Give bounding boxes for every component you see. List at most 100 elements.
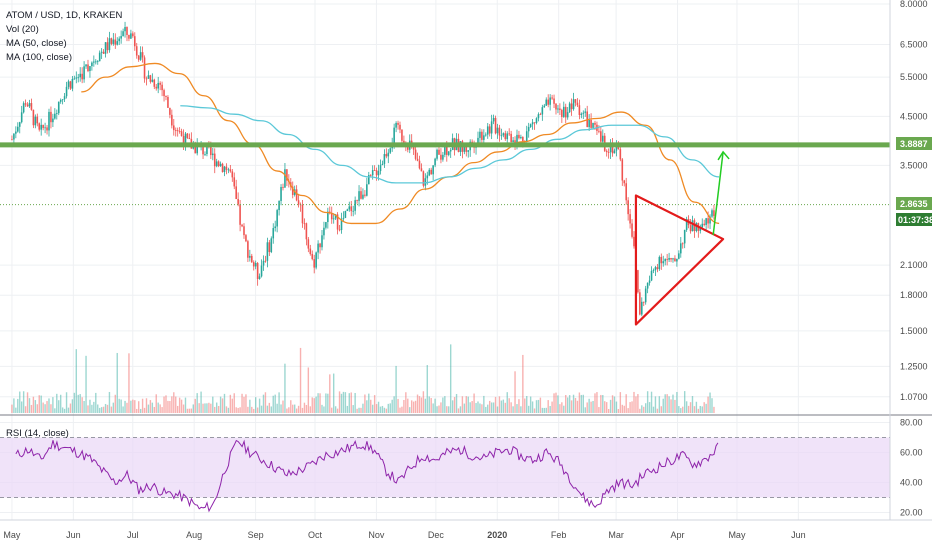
volume-bar xyxy=(54,408,56,413)
volume-bar xyxy=(449,344,452,413)
candle-body xyxy=(278,200,280,211)
candle-body xyxy=(284,169,286,188)
candle-body xyxy=(426,175,429,179)
time-tick-label: Aug xyxy=(186,530,202,540)
volume-bar xyxy=(654,396,657,413)
volume-bar xyxy=(13,398,15,413)
candle-body xyxy=(479,131,481,138)
candle-body xyxy=(514,140,516,144)
candle-body xyxy=(711,210,713,217)
drawings[interactable] xyxy=(0,142,890,326)
volume-bar xyxy=(685,401,688,413)
candle-body xyxy=(611,144,614,154)
candle-body xyxy=(258,276,261,279)
volume-bar xyxy=(241,393,243,413)
candle-body xyxy=(442,154,444,160)
candle-body xyxy=(549,97,551,105)
candle-body xyxy=(252,262,255,267)
candle-body xyxy=(65,86,68,97)
time-tick-label: Dec xyxy=(428,530,445,540)
candle-body xyxy=(114,39,117,45)
candle-body xyxy=(79,73,81,78)
volume-bar xyxy=(409,407,411,413)
volume-bar xyxy=(576,400,579,413)
time-tick-label: Feb xyxy=(551,530,567,540)
candle-body xyxy=(535,118,538,123)
candle-body xyxy=(707,218,709,224)
candle-body xyxy=(262,260,265,266)
volume-bars xyxy=(11,344,715,413)
candle-body xyxy=(444,146,446,155)
volume-bar xyxy=(387,403,389,413)
volume-bar xyxy=(699,405,701,413)
candle-body xyxy=(543,105,546,108)
volume-bar xyxy=(393,396,395,413)
volume-bar xyxy=(687,405,690,413)
volume-bar xyxy=(547,400,549,413)
projection-arrow[interactable] xyxy=(712,151,724,236)
volume-bar xyxy=(619,392,622,413)
legend-symbol[interactable]: ATOM / USD, 1D, KRAKEN xyxy=(6,10,123,21)
candle-body xyxy=(416,158,419,161)
volume-bar xyxy=(418,396,421,413)
volume-bar xyxy=(77,394,79,413)
volume-bar xyxy=(272,395,274,413)
volume-bar xyxy=(254,397,257,413)
volume-bar xyxy=(385,408,388,413)
candle-body xyxy=(637,270,639,293)
candle-body xyxy=(317,243,319,253)
volume-bar xyxy=(617,408,620,413)
candle-body xyxy=(54,113,56,119)
candle-body xyxy=(574,99,577,103)
volume-bar xyxy=(676,391,678,413)
legend-vol[interactable]: Vol (20) xyxy=(6,24,39,35)
candle-body xyxy=(369,175,372,176)
candle-body xyxy=(605,150,608,153)
volume-bar xyxy=(586,402,588,413)
volume-bar xyxy=(641,405,643,413)
volume-bar xyxy=(508,398,510,413)
candle-body xyxy=(625,183,627,201)
volume-bar xyxy=(249,399,251,413)
volume-bar xyxy=(24,406,27,413)
legend-ma50[interactable]: MA (50, close) xyxy=(6,38,67,49)
triangle-pattern[interactable] xyxy=(634,194,725,326)
rsi-tick-label: 20.00 xyxy=(900,508,923,518)
candle-body xyxy=(629,214,631,224)
candle-body xyxy=(108,38,111,51)
candle-body xyxy=(128,34,130,39)
candle-body xyxy=(94,61,97,63)
time-tick-label: Jul xyxy=(127,530,139,540)
candle-body xyxy=(666,259,668,260)
candle-body xyxy=(631,223,633,237)
volume-bar xyxy=(358,407,360,413)
candle-body xyxy=(342,217,345,219)
candle-body xyxy=(545,99,548,106)
candle-body xyxy=(430,169,432,175)
volume-bar xyxy=(212,396,214,413)
candle-body xyxy=(245,235,247,242)
candle-body xyxy=(256,263,259,279)
candle-body xyxy=(276,210,278,227)
legend-ma100[interactable]: MA (100, close) xyxy=(6,52,72,63)
volume-bar xyxy=(73,392,76,413)
candle-body xyxy=(13,133,15,140)
volume-bar xyxy=(689,402,692,413)
candle-body xyxy=(143,57,146,79)
volume-bar xyxy=(446,406,448,413)
candle-body xyxy=(133,36,136,47)
volume-bar xyxy=(274,394,276,413)
candle-body xyxy=(434,158,436,166)
volume-bar xyxy=(518,399,520,413)
volume-bar xyxy=(650,391,653,413)
candle-body xyxy=(713,210,715,216)
volume-bar xyxy=(613,396,616,413)
time-tick-label: Apr xyxy=(671,530,685,540)
legend-rsi[interactable]: RSI (14, close) xyxy=(6,428,69,439)
volume-bar xyxy=(533,408,536,413)
candle-body xyxy=(40,124,42,130)
price-tick-label: 6.5000 xyxy=(900,40,928,50)
volume-bar xyxy=(42,402,44,413)
